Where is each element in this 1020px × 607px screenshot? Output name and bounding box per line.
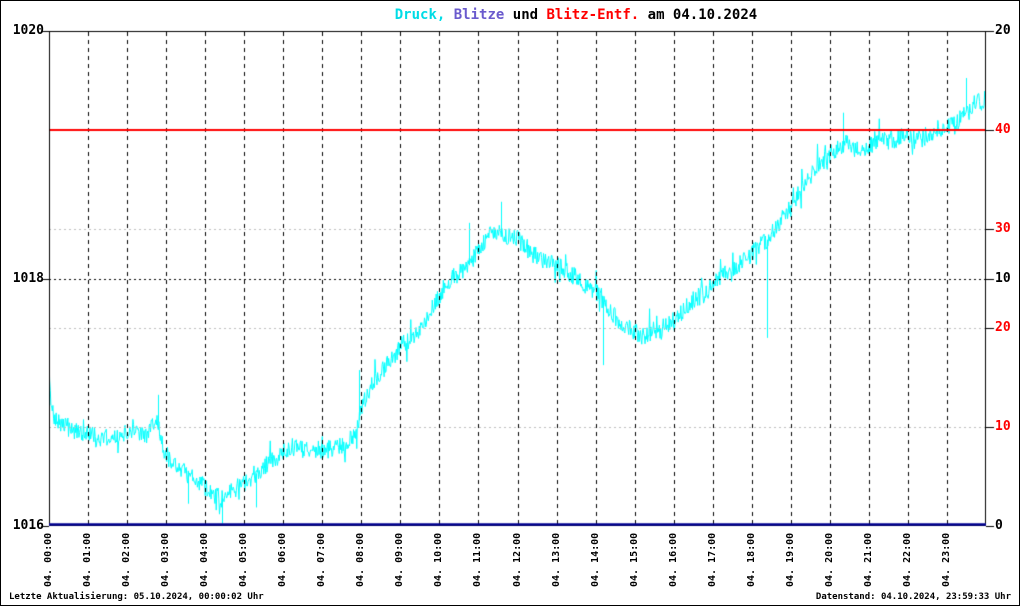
x-tick-label: 04. 09:00 — [394, 532, 406, 587]
x-tick-label: 04. 16:00 — [667, 532, 679, 587]
x-tick-label: 04. 10:00 — [433, 532, 445, 587]
x-tick-label: 04. 21:00 — [862, 532, 874, 587]
x-tick-label: 04. 11:00 — [472, 532, 484, 587]
y-right-red-tick-label: 10 — [995, 419, 1011, 434]
y-left-tick-label: 1020 — [12, 23, 44, 38]
x-tick-label: 04. 13:00 — [550, 532, 562, 587]
x-tick-label: 04. 14:00 — [589, 532, 601, 587]
y-right-red-tick-label: 20 — [995, 320, 1011, 335]
title-segment: Druck, — [394, 7, 446, 23]
x-tick-label: 04. 05:00 — [238, 532, 250, 587]
x-tick-label: 04. 12:00 — [511, 532, 523, 587]
data-state-text: Datenstand: 04.10.2024, 23:59:33 Uhr — [815, 592, 1011, 602]
title-segment: Blitz-Entf. — [546, 7, 640, 23]
x-tick-label: 04. 04:00 — [199, 532, 211, 587]
y-right-black-tick-label: 10 — [995, 270, 1011, 286]
x-tick-label: 04. 19:00 — [784, 532, 796, 587]
x-tick-label: 04. 03:00 — [160, 532, 172, 587]
x-tick-label: 04. 20:00 — [823, 532, 835, 587]
x-tick-label: 04. 06:00 — [277, 532, 289, 587]
y-right-red-tick-label: 30 — [995, 221, 1011, 236]
y-right-black-tick-label: 0 — [995, 518, 1003, 533]
x-tick-label: 04. 23:00 — [940, 532, 952, 587]
x-tick-label: 04. 02:00 — [121, 532, 133, 587]
last-update-text: Letzte Aktualisierung: 05.10.2024, 00:00… — [9, 592, 264, 602]
y-left-tick-label: 1018 — [12, 270, 44, 286]
x-tick-label: 04. 22:00 — [901, 532, 913, 587]
x-tick-label: 04. 18:00 — [745, 532, 757, 587]
title-segment: und — [504, 7, 547, 23]
x-tick-label: 04. 08:00 — [355, 532, 367, 587]
title-segment: am 04.10.2024 — [639, 7, 758, 23]
x-tick-label: 04. 07:00 — [316, 532, 328, 587]
y-right-black-tick-label: 20 — [995, 23, 1011, 38]
y-left-tick-label: 1016 — [12, 518, 44, 533]
chart-title: Druck, Blitze und Blitz-Entf. am 04.10.2… — [131, 7, 1020, 23]
title-segment: Blitze — [445, 7, 505, 23]
x-tick-label: 04. 00:00 — [43, 532, 54, 587]
x-tick-label: 04. 15:00 — [628, 532, 640, 587]
y-right-red-tick-label: 40 — [995, 122, 1011, 137]
x-tick-label: 04. 17:00 — [706, 532, 718, 587]
x-tick-label: 04. 01:00 — [82, 532, 94, 587]
